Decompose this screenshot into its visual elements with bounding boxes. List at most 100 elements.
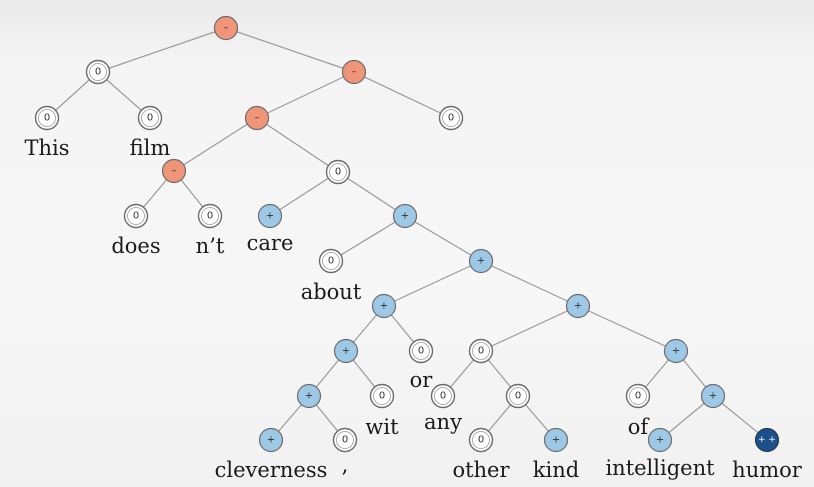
node-label-pos: + <box>267 435 275 446</box>
node-inner-ring <box>322 252 340 270</box>
node-circle-pos <box>543 427 569 453</box>
node-circle-neg <box>161 158 187 184</box>
node-of: 0 <box>625 383 651 409</box>
node-circle-neg <box>244 105 270 131</box>
word-comma: , <box>342 453 349 477</box>
node-label-pos: + <box>574 301 582 312</box>
node-circle-pos <box>257 203 283 229</box>
node-kind: + <box>543 427 569 453</box>
node-label-pos: + <box>342 346 350 357</box>
tree-words: This film does n’t care about or wit any… <box>24 136 802 482</box>
edge-care-pp-about-np <box>337 171 406 217</box>
node-period: 0 <box>438 105 464 131</box>
node-inner-ring <box>89 63 107 81</box>
node-comma: 0 <box>332 427 358 453</box>
node-cleverness-comma: + <box>296 383 322 409</box>
word-this: This <box>24 136 69 160</box>
node-label-pos: + <box>656 435 664 446</box>
node-circle-pos <box>663 338 689 364</box>
word-does: does <box>111 234 160 258</box>
node-label-pos: + <box>305 391 313 402</box>
edge-vp-does-nt <box>173 117 258 172</box>
edge-root-rest-period <box>225 27 355 73</box>
word-intelligent: intelligent <box>605 456 715 480</box>
node-circle-pp <box>754 427 780 453</box>
node-circle-pos <box>468 248 494 274</box>
node-label-zero: 0 <box>478 346 484 357</box>
word-other: other <box>452 458 510 482</box>
node-film: 0 <box>137 105 163 131</box>
node-cleverness-or-wit: + <box>371 293 397 319</box>
node-label-pos: + <box>401 211 409 222</box>
edge-care-pp-care <box>269 171 339 217</box>
node-circle-neg <box>341 59 367 85</box>
node-cleverness: + <box>258 427 284 453</box>
node-about: 0 <box>318 248 344 274</box>
node-does: 0 <box>123 203 149 229</box>
node-inner-ring <box>127 207 145 225</box>
node-np: + <box>468 248 494 274</box>
node-label-zero: 0 <box>147 113 153 124</box>
node-label-pos: + <box>672 346 680 357</box>
node-inner-ring <box>201 207 219 225</box>
node-label-pos: + <box>477 256 485 267</box>
node-label-zero: 0 <box>335 167 341 178</box>
node-rest-period: – <box>341 59 367 85</box>
node-label-neg: – <box>224 23 229 34</box>
word-about: about <box>301 280 362 304</box>
node-inner-ring <box>442 109 460 127</box>
node-label-zero: 0 <box>44 113 50 124</box>
node-inner-ring <box>329 163 347 181</box>
node-nt: 0 <box>197 203 223 229</box>
node-this: 0 <box>34 105 60 131</box>
node-circle-pos <box>371 293 397 319</box>
word-kind: kind <box>533 458 579 482</box>
node-about-np: + <box>392 203 418 229</box>
word-or: or <box>410 368 434 392</box>
node-label-pos: + <box>380 301 388 312</box>
node-inner-ring <box>434 387 452 405</box>
node-label-zero: 0 <box>448 113 454 124</box>
node-circle-pos <box>647 427 673 453</box>
edge-root-this-film <box>97 27 227 73</box>
edge-rest-period-vp <box>256 71 355 119</box>
node-inner-ring <box>509 387 527 405</box>
node-inner-ring <box>412 342 430 360</box>
word-care: care <box>247 231 294 255</box>
node-circle-pos <box>258 427 284 453</box>
node-circle-pos <box>565 293 591 319</box>
node-inner-ring <box>373 387 391 405</box>
node-label-zero: 0 <box>342 435 348 446</box>
node-label-zero: 0 <box>635 391 641 402</box>
node-label-zero: 0 <box>515 391 521 402</box>
edge-np-cleverness-or-wit <box>383 260 482 307</box>
node-cleverness-wit: + <box>333 338 359 364</box>
node-vp: – <box>244 105 270 131</box>
node-label-pos: + <box>709 391 717 402</box>
word-humor: humor <box>732 458 803 482</box>
word-nt: n’t <box>196 234 225 258</box>
edge-vp-care-pp <box>256 117 339 173</box>
tree-edges <box>46 27 768 441</box>
node-label-zero: 0 <box>440 391 446 402</box>
word-cleverness: cleverness <box>215 458 328 482</box>
node-wit: 0 <box>369 383 395 409</box>
node-label-zero: 0 <box>478 435 484 446</box>
node-label-zero: 0 <box>95 67 101 78</box>
node-any-other-kind: 0 <box>468 338 494 364</box>
word-film: film <box>130 136 171 160</box>
node-care: + <box>257 203 283 229</box>
edge-np-any-other-kind-humor <box>480 260 579 307</box>
node-does-nt: – <box>161 158 187 184</box>
node-label-neg: – <box>255 113 260 124</box>
node-circle-pos <box>392 203 418 229</box>
node-inner-ring <box>472 431 490 449</box>
edge-about-np-np <box>404 215 482 262</box>
node-label-zero: 0 <box>418 346 424 357</box>
node-care-pp: 0 <box>325 159 351 185</box>
edge-about-np-about <box>330 215 406 262</box>
node-any-other-kind-humor: + <box>565 293 591 319</box>
node-label-neg: – <box>352 67 357 78</box>
node-inner-ring <box>38 109 56 127</box>
node-root: – <box>213 15 239 41</box>
